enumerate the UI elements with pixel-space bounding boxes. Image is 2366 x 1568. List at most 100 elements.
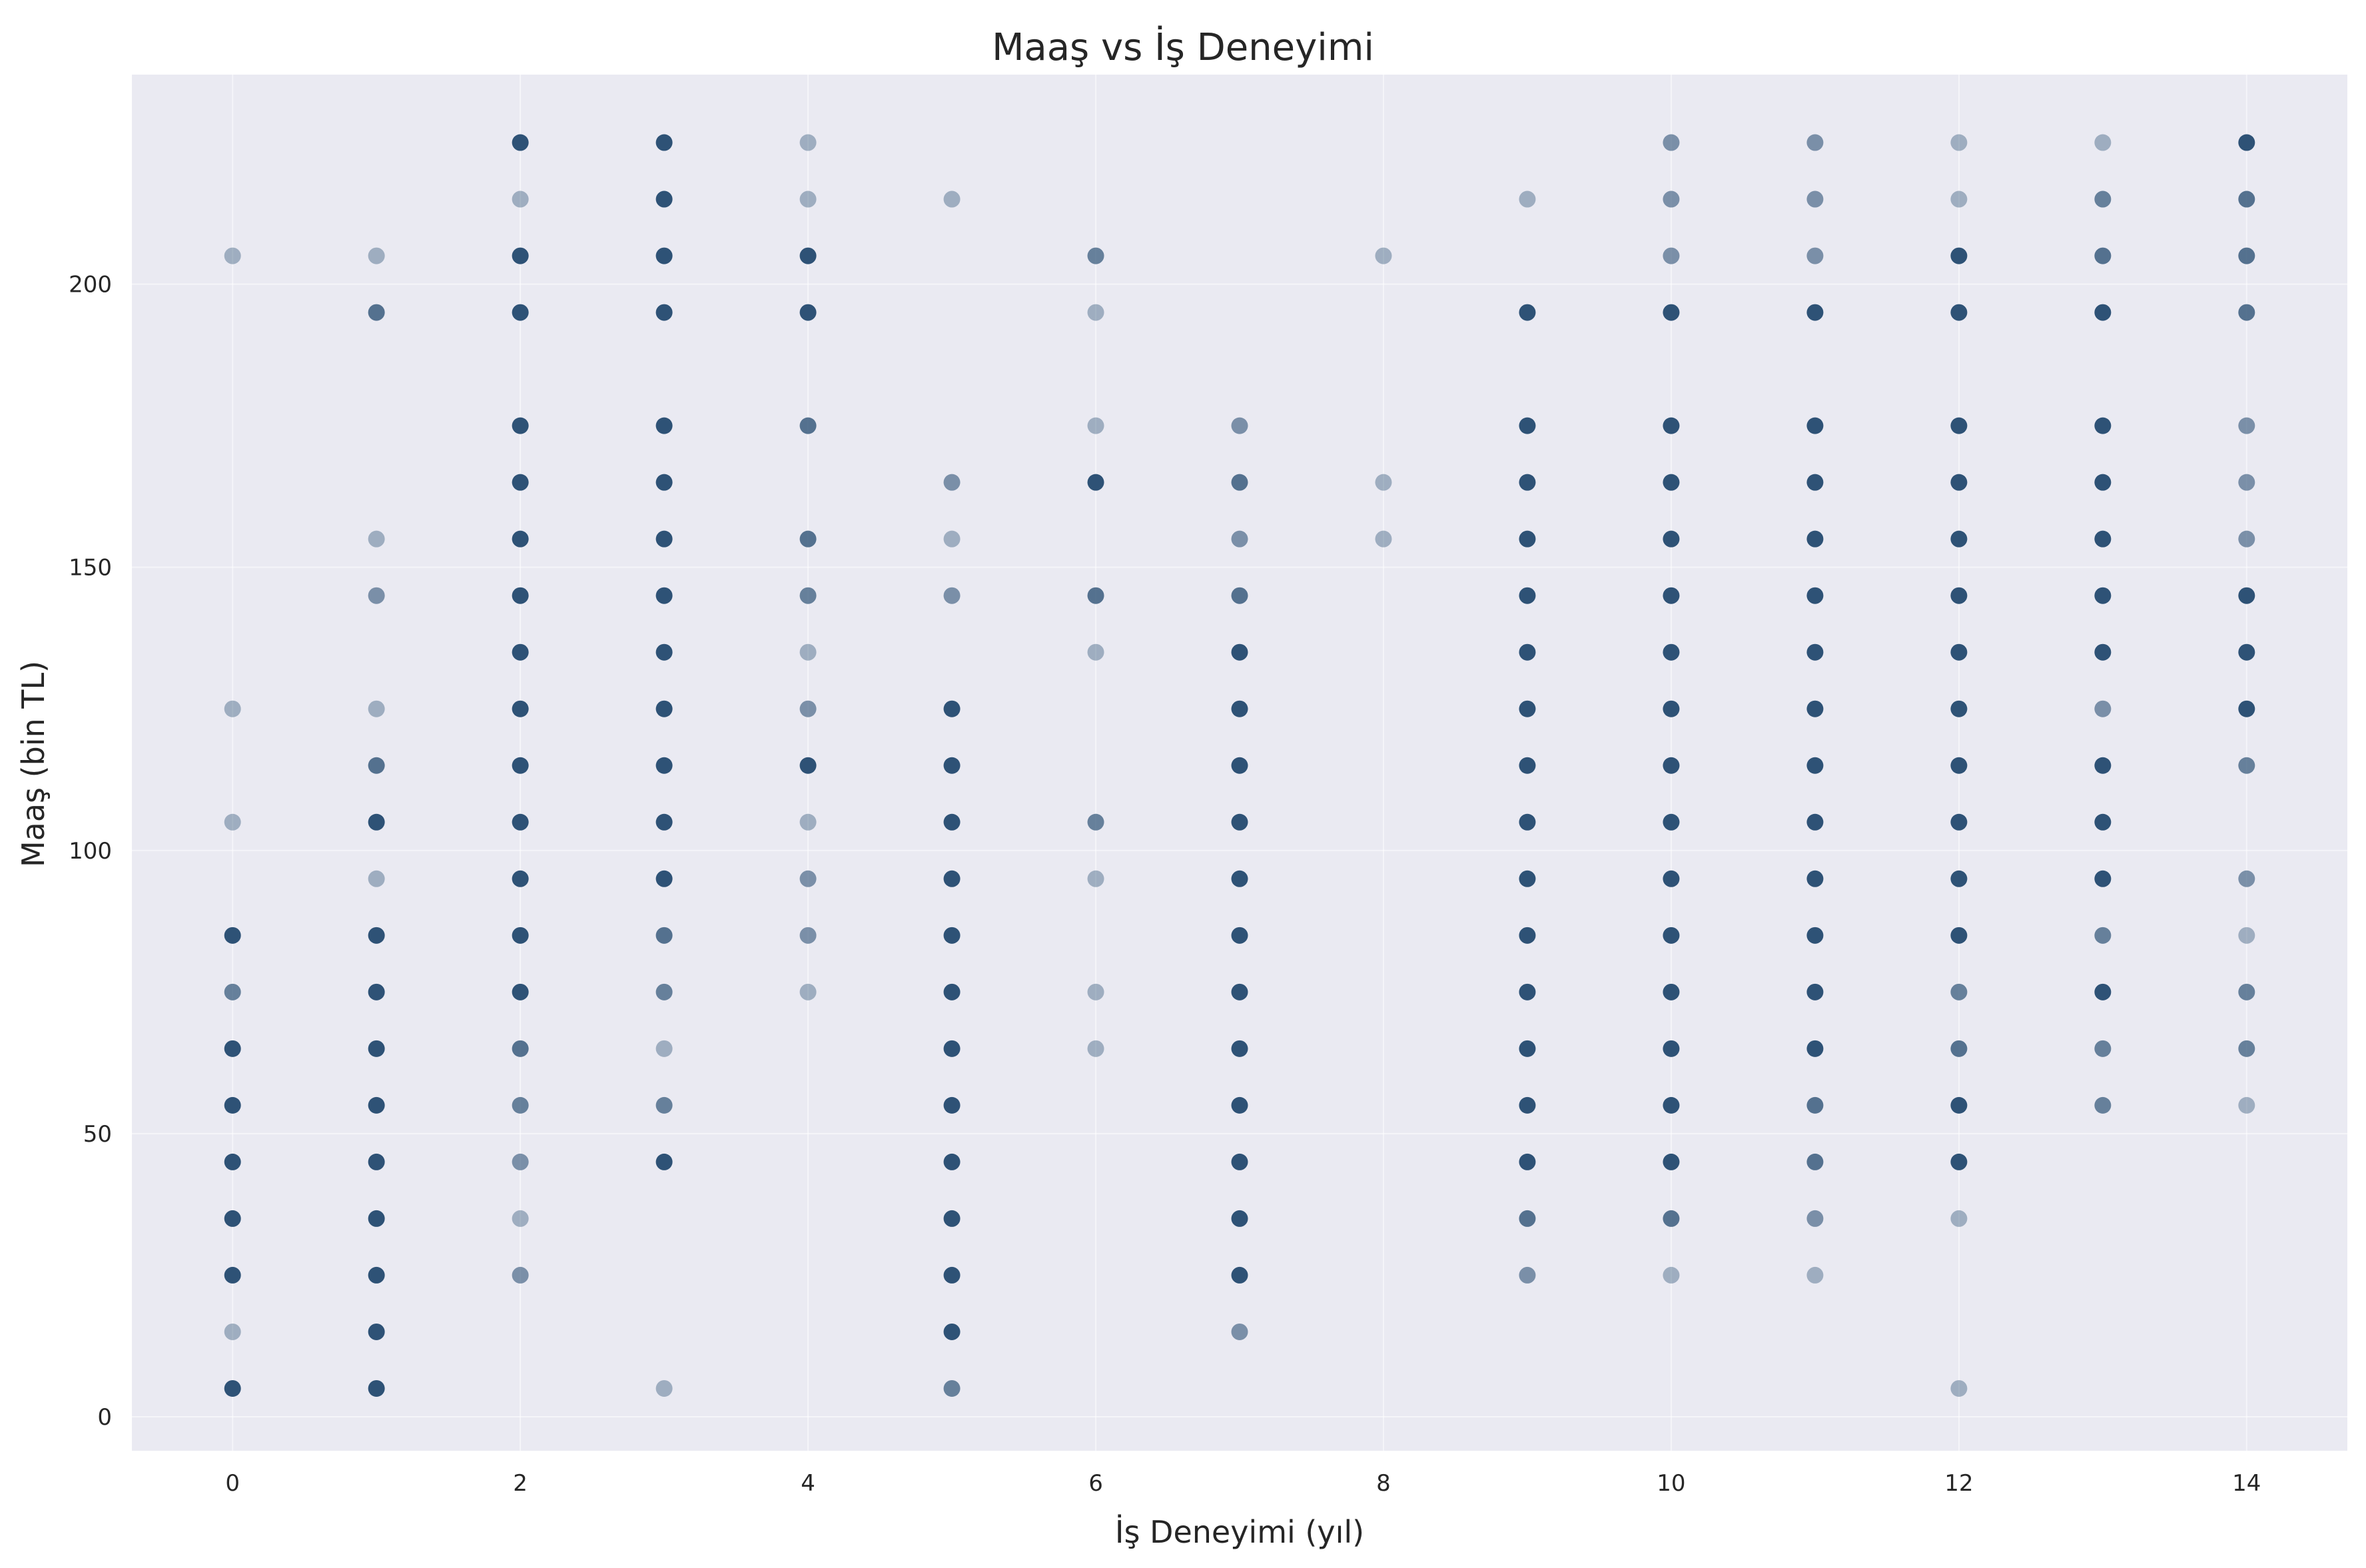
- data-point: [1519, 927, 1536, 944]
- y-tick-label: 0: [97, 1404, 112, 1431]
- data-point: [1231, 474, 1248, 491]
- data-point: [512, 1266, 529, 1284]
- y-tick-label: 100: [69, 838, 112, 865]
- data-point: [1950, 191, 1968, 208]
- data-point: [1663, 304, 1680, 321]
- data-point: [1087, 1040, 1104, 1057]
- data-point: [1806, 1153, 1824, 1170]
- data-point: [2238, 247, 2255, 264]
- data-point: [512, 530, 529, 548]
- data-point: [1231, 643, 1248, 661]
- data-point: [368, 1096, 385, 1114]
- data-point: [224, 983, 241, 1000]
- data-point: [2094, 134, 2112, 151]
- data-point: [368, 587, 385, 604]
- data-point: [1663, 1210, 1680, 1227]
- data-point: [512, 983, 529, 1000]
- data-point: [1519, 417, 1536, 434]
- data-point: [368, 983, 385, 1000]
- data-point: [224, 813, 241, 831]
- data-point: [2238, 417, 2255, 434]
- data-point: [1375, 247, 1392, 264]
- data-point: [1663, 247, 1680, 264]
- data-point: [1087, 870, 1104, 887]
- data-point: [1231, 983, 1248, 1000]
- data-point: [1806, 417, 1824, 434]
- data-point: [512, 757, 529, 774]
- data-point: [368, 1266, 385, 1284]
- data-point: [1231, 417, 1248, 434]
- data-point: [1519, 870, 1536, 887]
- data-point: [2094, 643, 2112, 661]
- data-point: [1806, 813, 1824, 831]
- data-point: [1950, 1040, 1968, 1057]
- data-point: [1950, 247, 1968, 264]
- data-point: [1806, 1266, 1824, 1284]
- data-point: [1231, 870, 1248, 887]
- data-point: [1519, 1210, 1536, 1227]
- data-point: [655, 587, 673, 604]
- data-point: [1231, 1266, 1248, 1284]
- data-point: [1663, 134, 1680, 151]
- x-tick-label: 12: [1944, 1470, 1973, 1497]
- data-point: [1231, 1323, 1248, 1340]
- data-point: [1663, 870, 1680, 887]
- data-point: [943, 757, 961, 774]
- data-point: [1806, 870, 1824, 887]
- x-tick-label: 8: [1376, 1470, 1391, 1497]
- data-point: [655, 927, 673, 944]
- data-point: [1950, 983, 1968, 1000]
- data-point: [943, 587, 961, 604]
- data-points: [224, 134, 2255, 1397]
- data-point: [1087, 417, 1104, 434]
- data-point: [799, 417, 817, 434]
- data-point: [655, 247, 673, 264]
- data-point: [2094, 983, 2112, 1000]
- data-point: [1231, 1153, 1248, 1170]
- data-point: [512, 474, 529, 491]
- data-point: [655, 700, 673, 717]
- data-point: [1806, 587, 1824, 604]
- data-point: [2238, 983, 2255, 1000]
- data-point: [943, 1323, 961, 1340]
- data-point: [799, 134, 817, 151]
- data-point: [1231, 700, 1248, 717]
- data-point: [799, 757, 817, 774]
- data-point: [1087, 474, 1104, 491]
- data-point: [1806, 474, 1824, 491]
- data-point: [1950, 134, 1968, 151]
- data-point: [1087, 587, 1104, 604]
- data-point: [1950, 643, 1968, 661]
- data-point: [2238, 643, 2255, 661]
- data-point: [1950, 1210, 1968, 1227]
- data-point: [1950, 1096, 1968, 1114]
- data-point: [2094, 587, 2112, 604]
- data-point: [224, 1379, 241, 1397]
- data-point: [1806, 1210, 1824, 1227]
- data-point: [2094, 1040, 2112, 1057]
- data-point: [2094, 813, 2112, 831]
- data-point: [512, 247, 529, 264]
- data-point: [368, 247, 385, 264]
- data-point: [1663, 530, 1680, 548]
- data-point: [224, 247, 241, 264]
- data-point: [1806, 700, 1824, 717]
- data-point: [368, 813, 385, 831]
- data-point: [2094, 474, 2112, 491]
- data-point: [799, 983, 817, 1000]
- data-point: [1663, 474, 1680, 491]
- data-point: [2094, 757, 2112, 774]
- data-point: [2238, 587, 2255, 604]
- data-point: [943, 1096, 961, 1114]
- data-point: [512, 417, 529, 434]
- data-point: [1375, 530, 1392, 548]
- data-point: [512, 1153, 529, 1170]
- data-point: [655, 983, 673, 1000]
- data-point: [224, 927, 241, 944]
- data-point: [1663, 587, 1680, 604]
- data-point: [368, 1040, 385, 1057]
- data-point: [224, 1210, 241, 1227]
- x-tick-label: 4: [801, 1470, 815, 1497]
- data-point: [655, 134, 673, 151]
- data-point: [943, 474, 961, 491]
